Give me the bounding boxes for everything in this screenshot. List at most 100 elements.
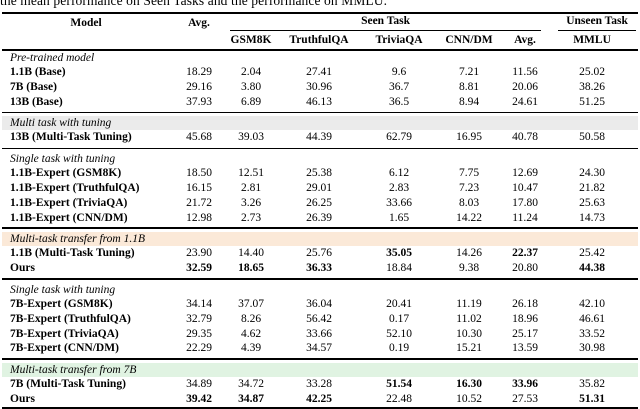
value-cell: 51.25 <box>579 95 605 108</box>
value-cell: 37.07 <box>238 297 264 310</box>
section-label: Single task with tuning <box>10 283 116 296</box>
value-cell: 39.03 <box>238 131 264 144</box>
model-cell: 7B-Expert (CNN/DM) <box>10 342 119 355</box>
model-cell: 1.1B-Expert (TruthfulQA) <box>10 181 140 194</box>
value-cell: 8.03 <box>458 196 480 209</box>
unseen-task-group: Unseen Task <box>546 13 638 31</box>
section-rule <box>2 145 639 152</box>
value-cell: 36.5 <box>388 95 410 108</box>
value-cell: 3.26 <box>240 196 262 209</box>
section-rule <box>2 276 639 283</box>
value-cell: 32.59 <box>186 262 212 275</box>
value-cell: 16.95 <box>456 131 482 144</box>
value-cell: 16.15 <box>186 181 212 194</box>
value-cell: 2.81 <box>240 181 262 194</box>
table-row: 7B-Expert (CNN/DM) 22.29 4.39 34.57 0.19 15.2… <box>2 341 638 356</box>
model-cell: 1.1B (Base) <box>10 66 66 78</box>
value-cell: 25.76 <box>306 247 332 260</box>
value-cell: 13.59 <box>512 342 538 355</box>
table-row: 13B (Base) 37.93 6.89 46.13 36.5 8.94 24.61 51.… <box>2 95 638 110</box>
model-cell: 7B-Expert (TriviaQA) <box>10 327 119 340</box>
value-cell: 14.26 <box>456 247 482 260</box>
value-cell: 25.42 <box>579 247 605 260</box>
value-cell: 38.26 <box>579 80 605 93</box>
seen-task-header: Seen Task <box>230 14 542 31</box>
value-cell: 7.23 <box>458 181 480 194</box>
col-header-empty <box>2 31 170 49</box>
value-cell: 37.93 <box>186 95 212 108</box>
caption-text-clipped: the mean performance on Seen Tasks and t… <box>0 0 640 12</box>
results-table-body: Pre-trained model 1.1B (Base) 18.29 2.04 27.… <box>2 51 639 407</box>
section-rule <box>2 356 639 363</box>
value-cell: 32.79 <box>186 312 212 325</box>
model-cell: 7B (Base) <box>10 80 57 93</box>
value-cell: 8.81 <box>458 80 480 93</box>
value-cell: 33.52 <box>579 327 605 340</box>
section-label-row: Multi-task transfer from 1.1B <box>2 232 639 247</box>
value-cell: 14.73 <box>579 211 605 224</box>
section-label: Pre-trained model <box>10 52 95 64</box>
value-cell: 51.54 <box>386 378 412 391</box>
model-cell: Ours <box>10 262 35 275</box>
value-cell: 7.21 <box>458 66 480 78</box>
section-label: Single task with tuning <box>10 153 116 166</box>
value-cell: 11.19 <box>456 297 482 310</box>
value-cell: 18.65 <box>238 262 264 275</box>
col-header-empty <box>170 31 228 49</box>
model-cell: 1.1B (Multi-Task Tuning) <box>10 247 135 260</box>
value-cell: 16.30 <box>456 378 482 391</box>
model-cell: 1.1B-Expert (GSM8K) <box>10 167 122 180</box>
value-cell: 2.04 <box>240 66 262 78</box>
value-cell: 33.96 <box>512 378 538 391</box>
value-cell: 36.7 <box>388 80 410 93</box>
value-cell: 18.96 <box>512 312 538 325</box>
value-cell: 35.82 <box>579 378 605 391</box>
table-row: 1.1B-Expert (TriviaQA) 21.72 3.26 26.25 33.6… <box>2 196 638 211</box>
model-cell: 7B (Multi-Task Tuning) <box>10 378 126 391</box>
value-cell: 21.72 <box>186 196 212 209</box>
value-cell: 25.38 <box>306 167 332 180</box>
value-cell: 42.25 <box>306 392 332 405</box>
value-cell: 10.47 <box>512 181 538 194</box>
seen-task-group: Seen Task <box>228 13 546 31</box>
value-cell: 45.68 <box>186 131 212 144</box>
section-label: Multi-task transfer from 7B <box>10 364 137 377</box>
value-cell: 9.38 <box>458 262 480 275</box>
col-header-cnndm: CNN/DM <box>445 34 493 46</box>
value-cell: 26.25 <box>306 196 332 209</box>
value-cell: 42.10 <box>579 297 605 310</box>
model-cell: 1.1B-Expert (TriviaQA) <box>10 196 128 209</box>
value-cell: 22.37 <box>512 247 538 260</box>
value-cell: 52.10 <box>386 327 412 340</box>
value-cell: 40.78 <box>512 131 538 144</box>
model-cell: 7B-Expert (GSM8K) <box>10 297 113 310</box>
model-cell: 1.1B-Expert (CNN/DM) <box>10 211 128 224</box>
value-cell: 12.98 <box>186 211 212 224</box>
value-cell: 6.89 <box>240 95 262 108</box>
value-cell: 24.30 <box>579 167 605 180</box>
table-row: 1.1B (Multi-Task Tuning) 23.90 14.40 25.76 3… <box>2 246 638 261</box>
section-label-row: Single task with tuning <box>2 283 638 297</box>
value-cell: 1.65 <box>388 211 410 224</box>
section-label: Multi task with tuning <box>10 117 112 130</box>
value-cell: 25.63 <box>579 196 605 209</box>
value-cell: 27.41 <box>306 66 332 78</box>
value-cell: 14.40 <box>238 247 264 260</box>
table-row: 13B (Multi-Task Tuning) 45.68 39.03 44.39 62… <box>2 130 638 145</box>
value-cell: 24.61 <box>512 95 538 108</box>
value-cell: 4.39 <box>240 342 262 355</box>
model-cell: Ours <box>10 392 35 405</box>
value-cell: 34.87 <box>238 392 264 405</box>
value-cell: 56.42 <box>306 312 332 325</box>
value-cell: 33.66 <box>306 327 332 340</box>
value-cell: 27.53 <box>512 392 538 405</box>
value-cell: 26.39 <box>306 211 332 224</box>
results-table: Model Avg. Seen Task Unseen Task GSM8K T… <box>2 12 639 409</box>
value-cell: 15.21 <box>456 342 482 355</box>
value-cell: 20.80 <box>512 262 538 275</box>
value-cell: 17.80 <box>512 196 538 209</box>
value-cell: 34.57 <box>306 342 332 355</box>
value-cell: 46.61 <box>579 312 605 325</box>
value-cell: 26.18 <box>512 297 538 310</box>
value-cell: 4.62 <box>240 327 262 340</box>
